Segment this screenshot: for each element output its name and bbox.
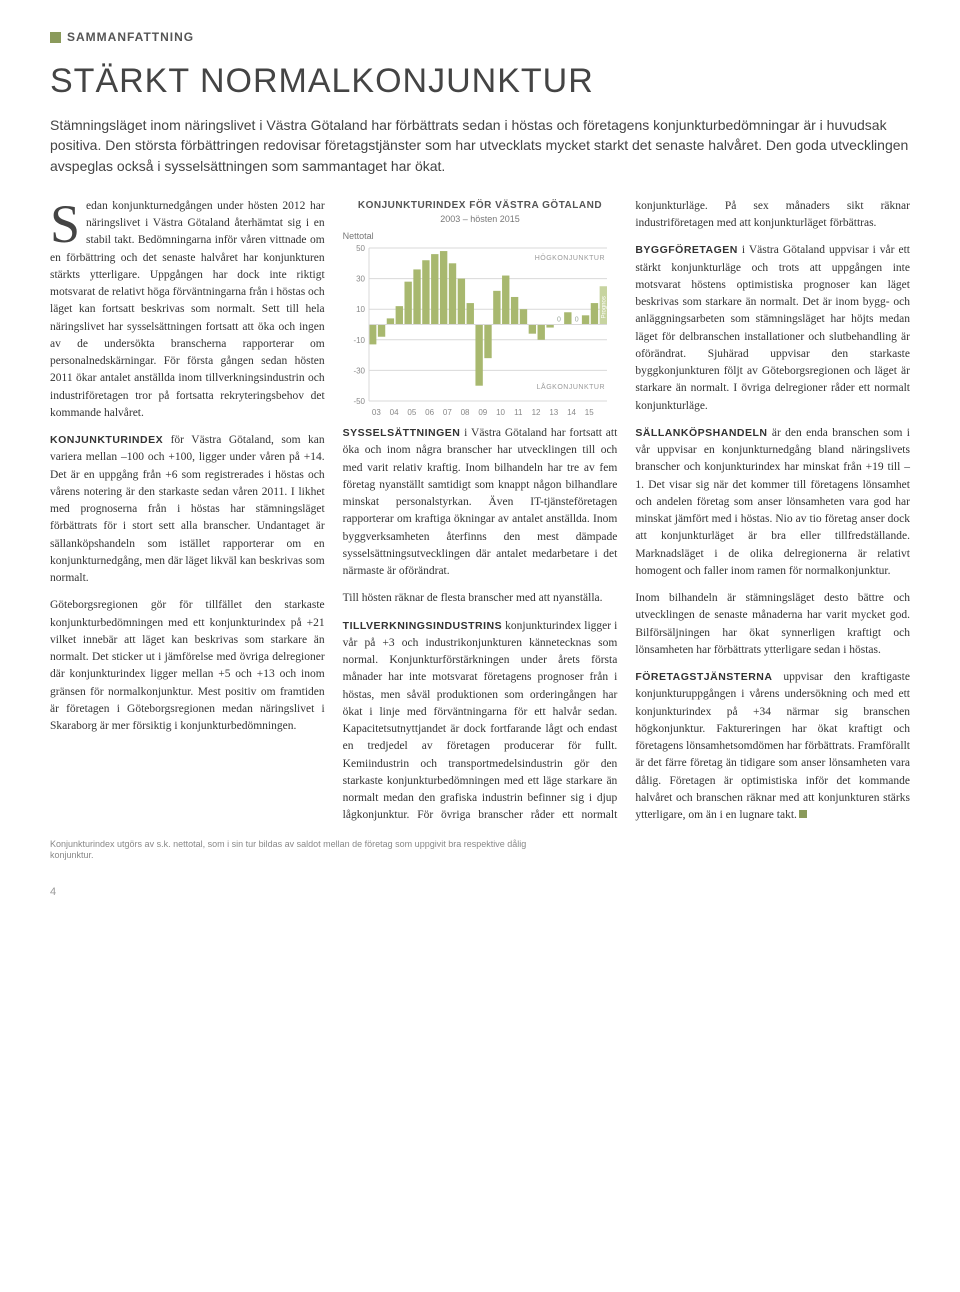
svg-text:14: 14 bbox=[567, 408, 576, 417]
runin-sysselsattningen: SYSSELSÄTTNINGEN bbox=[343, 427, 461, 439]
chart-ylabel: Nettotal bbox=[343, 230, 618, 244]
chart-subtitle: 2003 – hösten 2015 bbox=[343, 213, 618, 227]
body-p2: KONJUNKTURINDEX för Västra Götaland, som… bbox=[50, 432, 325, 587]
page-number: 4 bbox=[50, 886, 910, 898]
svg-text:05: 05 bbox=[407, 408, 416, 417]
svg-text:15: 15 bbox=[584, 408, 593, 417]
chart-container: KONJUNKTURINDEX FÖR VÄSTRA GÖTALAND 2003… bbox=[343, 198, 618, 425]
page-title: STÄRKT NORMALKONJUNKTUR bbox=[50, 62, 910, 101]
svg-text:09: 09 bbox=[478, 408, 487, 417]
svg-text:LÅGKONJUNKTUR: LÅGKONJUNKTUR bbox=[536, 382, 604, 391]
svg-text:12: 12 bbox=[531, 408, 540, 417]
body-p6-text: i Västra Götaland uppvisar i vår ett stä… bbox=[635, 244, 910, 411]
svg-text:-30: -30 bbox=[353, 366, 365, 375]
body-p4-text: i Västra Götaland har fortsatt att öka o… bbox=[343, 427, 618, 577]
body-p3: Göteborgsregionen gör för tillfället den… bbox=[50, 597, 325, 735]
chart-svg: -50 -30 -10 10 30 50 HÖGKONJUNKTUR LÅGKONJUNKTU… bbox=[343, 244, 613, 419]
body-columns: Sedan konjunkturnedgången under hösten 2… bbox=[50, 198, 910, 825]
svg-text:11: 11 bbox=[514, 408, 523, 417]
svg-text:30: 30 bbox=[356, 274, 365, 283]
chart-title: KONJUNKTURINDEX FÖR VÄSTRA GÖTALAND bbox=[343, 198, 618, 213]
svg-text:HÖGKONJUNKTUR: HÖGKONJUNKTUR bbox=[534, 254, 604, 262]
svg-text:07: 07 bbox=[443, 408, 452, 417]
body-p4: SYSSELSÄTTNINGEN i Västra Götaland har f… bbox=[343, 425, 618, 580]
svg-text:0: 0 bbox=[557, 316, 561, 323]
body-p7b: Inom bilhandeln är stämningsläget desto … bbox=[635, 590, 910, 659]
body-p4b: Till hösten räknar de flesta branscher m… bbox=[343, 590, 618, 607]
svg-text:10: 10 bbox=[496, 408, 505, 417]
runin-sallankop: SÄLLANKÖPSHANDELN bbox=[635, 427, 767, 439]
body-p7: SÄLLANKÖPSHANDELN är den enda branschen … bbox=[635, 425, 910, 580]
body-p6: BYGGFÖRETAGEN i Västra Götaland uppvisar… bbox=[635, 242, 910, 415]
runin-foretagstjanster: FÖRETAGSTJÄNSTERNA bbox=[635, 671, 772, 683]
chart-footnote: Konjunkturindex utgörs av s.k. nettotal,… bbox=[50, 839, 570, 862]
svg-text:08: 08 bbox=[460, 408, 469, 417]
svg-text:06: 06 bbox=[425, 408, 434, 417]
intro-paragraph: Stämningsläget inom näringslivet i Västr… bbox=[50, 115, 910, 176]
runin-bygg: BYGGFÖRETAGEN bbox=[635, 244, 738, 256]
body-p8: FÖRETAGSTJÄNSTERNA uppvisar den kraftiga… bbox=[635, 669, 910, 824]
section-label: SAMMANFATTNING bbox=[50, 30, 910, 44]
svg-text:10: 10 bbox=[356, 305, 365, 314]
svg-text:04: 04 bbox=[389, 408, 398, 417]
svg-text:0: 0 bbox=[574, 316, 578, 323]
svg-text:13: 13 bbox=[549, 408, 558, 417]
runin-konjunkturindex: KONJUNKTURINDEX bbox=[50, 434, 163, 446]
svg-text:-10: -10 bbox=[353, 336, 365, 345]
body-p7-text: är den enda branschen som i vår uppvisar… bbox=[635, 427, 910, 577]
svg-text:Prognos: Prognos bbox=[601, 296, 607, 318]
svg-text:03: 03 bbox=[372, 408, 381, 417]
svg-text:-50: -50 bbox=[353, 397, 365, 406]
runin-tillverkning: TILLVERKNINGSINDUSTRINS bbox=[343, 620, 502, 632]
end-marker-icon bbox=[799, 810, 807, 818]
svg-text:50: 50 bbox=[356, 244, 365, 253]
body-p1: Sedan konjunkturnedgången under hösten 2… bbox=[50, 198, 325, 422]
body-p8-text: uppvisar den kraftigaste konjunkturuppgå… bbox=[635, 671, 910, 821]
section-label-text: SAMMANFATTNING bbox=[67, 30, 194, 44]
body-p2-text: för Västra Götaland, som kan variera mel… bbox=[50, 434, 325, 584]
